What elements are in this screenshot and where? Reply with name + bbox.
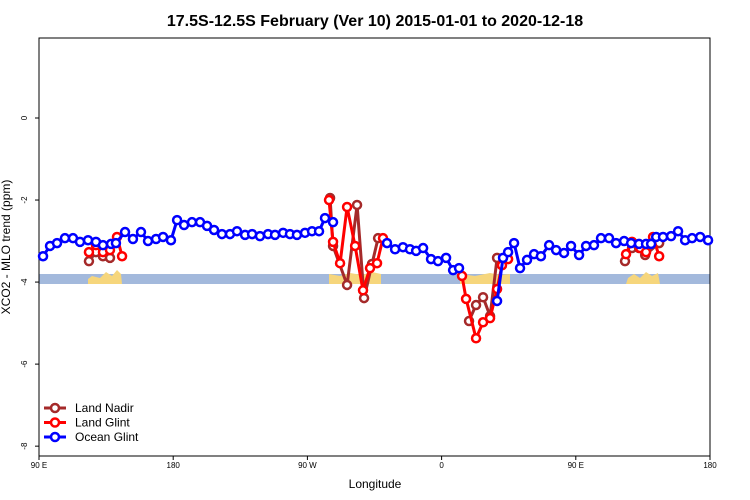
- x-tick-label: 180: [703, 461, 717, 470]
- data-point: [702, 234, 714, 246]
- data-point: [514, 262, 526, 274]
- legend-marker: [49, 417, 61, 428]
- data-point: [208, 224, 220, 236]
- y-axis-label: XCO2 - MLO trend (ppm): [0, 180, 13, 315]
- data-point: [672, 225, 684, 237]
- data-point: [620, 248, 632, 260]
- data-point: [521, 254, 533, 266]
- data-point: [341, 201, 353, 213]
- data-point: [334, 257, 346, 269]
- data-point: [83, 255, 95, 267]
- data-point: [484, 312, 496, 324]
- data-point: [186, 216, 198, 228]
- data-point: [269, 229, 281, 241]
- data-point: [508, 237, 520, 249]
- data-point: [319, 212, 331, 224]
- data-point: [254, 230, 266, 242]
- data-point: [371, 257, 383, 269]
- data-point: [440, 252, 452, 264]
- data-point: [477, 292, 489, 303]
- data-point: [83, 246, 95, 258]
- data-point: [51, 237, 63, 249]
- data-point: [357, 285, 369, 296]
- data-point: [97, 239, 109, 251]
- data-point: [341, 279, 353, 291]
- data-point: [142, 235, 154, 247]
- legend-label: Land Glint: [75, 416, 130, 430]
- x-tick-label: 90 E: [568, 461, 584, 470]
- data-point: [291, 229, 303, 241]
- chart-title: 17.5S-12.5S February (Ver 10) 2015-01-01…: [167, 13, 583, 30]
- data-point: [313, 225, 325, 237]
- plot-frame: [38, 37, 711, 457]
- data-point: [502, 246, 514, 258]
- data-point: [327, 236, 339, 248]
- data-point: [603, 232, 615, 244]
- data-point: [460, 293, 472, 305]
- data-point: [119, 226, 131, 238]
- land-patch: [329, 272, 381, 284]
- data-point: [610, 237, 622, 249]
- data-point: [116, 250, 128, 262]
- data-point: [165, 234, 177, 246]
- data-point: [588, 239, 600, 251]
- legend-marker: [49, 431, 61, 443]
- data-point: [171, 214, 183, 226]
- data-point: [74, 236, 86, 248]
- data-point: [349, 240, 361, 252]
- data-point: [381, 237, 393, 249]
- legend-marker: [49, 402, 61, 414]
- data-point: [595, 232, 607, 244]
- data-point: [453, 262, 465, 274]
- data-point: [127, 233, 139, 245]
- data-point: [645, 238, 657, 250]
- data-point: [686, 232, 698, 244]
- data-point: [432, 255, 444, 267]
- data-point: [653, 250, 665, 262]
- data-point: [37, 250, 49, 262]
- data-point: [470, 299, 482, 311]
- data-point: [59, 232, 71, 244]
- x-tick-label: 90 W: [298, 461, 317, 470]
- data-point: [543, 239, 555, 251]
- land-patch: [626, 272, 660, 284]
- data-point: [135, 226, 147, 238]
- y-tick-label: -2: [20, 196, 29, 204]
- x-axis-label: Longitude: [349, 477, 402, 491]
- data-point: [491, 295, 503, 307]
- x-tick-label: 0: [439, 461, 444, 470]
- data-point: [640, 246, 652, 258]
- data-point: [657, 231, 669, 243]
- data-point: [417, 242, 429, 254]
- x-tick-label: 90 E: [31, 461, 47, 470]
- data-point: [364, 262, 376, 274]
- land-patch: [88, 270, 122, 284]
- data-point: [216, 228, 228, 240]
- x-tick-label: 180: [167, 461, 181, 470]
- data-point: [470, 333, 482, 344]
- data-point: [110, 237, 122, 249]
- data-point: [351, 199, 363, 211]
- data-point: [565, 240, 577, 252]
- data-point: [327, 216, 339, 228]
- y-tick-label: -6: [20, 360, 29, 368]
- data-point: [323, 194, 335, 206]
- surface-band: [39, 270, 710, 284]
- data-point: [558, 247, 570, 259]
- data-point: [665, 230, 677, 242]
- y-tick-label: -8: [20, 442, 29, 450]
- data-point: [231, 225, 243, 237]
- legend-label: Ocean Glint: [75, 430, 139, 444]
- y-tick-label: -4: [20, 278, 29, 286]
- data-point: [573, 249, 585, 261]
- legend-label: Land Nadir: [75, 401, 134, 415]
- data-point: [535, 250, 547, 262]
- y-tick-label: 0: [20, 115, 29, 120]
